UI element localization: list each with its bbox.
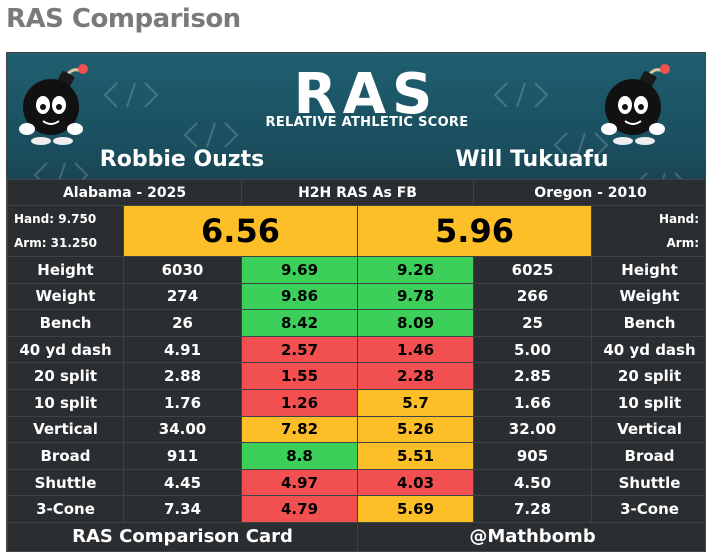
ras-wordmark: RAS	[294, 63, 439, 127]
metric-label-right: Height	[591, 256, 705, 284]
metric-label-left: 3-Cone	[7, 495, 124, 523]
metric-label-right: 3-Cone	[591, 495, 705, 523]
metric-label-right: Vertical	[591, 415, 705, 444]
metric-row: Vertical 34.00 7.82 5.26 32.00 Vertical	[7, 415, 705, 444]
metric-label-right: Shuttle	[591, 468, 705, 497]
right-raw-value: 25	[473, 309, 593, 337]
right-score-value: 5.69	[357, 495, 475, 523]
metric-label-left: 20 split	[7, 362, 124, 390]
footer-row: RAS Comparison Card @Mathbomb	[7, 521, 705, 551]
metric-row: 10 split 1.76 1.26 5.7 1.66 10 split	[7, 388, 705, 417]
metric-row: 40 yd dash 4.91 2.57 1.46 5.00 40 yd dash	[7, 335, 705, 364]
left-score-value: 2.57	[241, 335, 359, 364]
right-ras-score: 5.96	[357, 205, 593, 257]
left-measurements: Hand: 9.750 Arm: 31.250	[7, 205, 124, 257]
metric-row: 20 split 2.88 1.55 2.28 2.85 20 split	[7, 362, 705, 390]
metric-label-left: Broad	[7, 442, 124, 470]
ras-subtitle: RELATIVE ATHLETIC SCORE	[265, 115, 469, 130]
left-raw-value: 7.34	[122, 495, 243, 523]
left-raw-value: 2.88	[122, 362, 243, 390]
right-raw-value: 2.85	[473, 362, 593, 390]
right-score-value: 5.51	[357, 442, 475, 470]
right-score-value: 9.78	[357, 282, 475, 311]
metric-label-left: Height	[7, 256, 124, 284]
comparison-table: Alabama - 2025 H2H RAS As FB Oregon - 20…	[7, 179, 705, 551]
metric-label-right: 40 yd dash	[591, 335, 705, 364]
left-score-value: 1.26	[241, 388, 359, 417]
bomb-mascot-icon	[601, 64, 670, 145]
left-raw-value: 274	[122, 282, 243, 311]
left-raw-value: 26	[122, 309, 243, 337]
left-raw-value: 6030	[122, 256, 243, 284]
header-pattern	[33, 82, 689, 198]
left-score-value: 8.42	[241, 309, 359, 337]
left-raw-value: 911	[122, 442, 243, 470]
left-score-value: 8.8	[241, 442, 359, 470]
left-score-value: 4.97	[241, 468, 359, 497]
right-score-value: 1.46	[357, 335, 475, 364]
right-score-value: 2.28	[357, 362, 475, 390]
right-raw-value: 7.28	[473, 495, 593, 523]
right-raw-value: 6025	[473, 256, 593, 284]
left-score-value: 9.86	[241, 282, 359, 311]
info-row: Alabama - 2025 H2H RAS As FB Oregon - 20…	[7, 179, 705, 206]
bomb-mascot-icon	[19, 64, 88, 145]
metric-row: Weight 274 9.86 9.78 266 Weight	[7, 282, 705, 311]
page-title: RAS Comparison	[6, 4, 241, 34]
right-player-name: Will Tukuafu	[455, 147, 609, 172]
ras-comparison-card: RAS RELATIVE ATHLETIC SCORE Robbie Ouzts…	[6, 52, 706, 552]
left-player-name: Robbie Ouzts	[99, 147, 265, 172]
footer-left: RAS Comparison Card	[7, 521, 359, 551]
right-raw-value: 1.66	[473, 388, 593, 417]
left-raw-value: 1.76	[122, 388, 243, 417]
right-raw-value: 905	[473, 442, 593, 470]
metric-label-left: 10 split	[7, 388, 124, 417]
left-raw-value: 4.45	[122, 468, 243, 497]
score-row: Hand: 9.750 Arm: 31.250 6.56 5.96 Hand: …	[7, 205, 705, 257]
left-score-value: 1.55	[241, 362, 359, 390]
right-measurements: Hand: Arm:	[591, 205, 705, 257]
metric-row: Broad 911 8.8 5.51 905 Broad	[7, 442, 705, 470]
right-raw-value: 5.00	[473, 335, 593, 364]
metric-row: Shuttle 4.45 4.97 4.03 4.50 Shuttle	[7, 468, 705, 497]
left-hand: Hand: 9.750	[14, 212, 97, 226]
metric-label-right: Broad	[591, 442, 705, 470]
left-ras-score: 6.56	[122, 205, 359, 257]
metric-label-left: 40 yd dash	[7, 335, 124, 364]
left-school-year: Alabama - 2025	[7, 179, 243, 206]
left-raw-value: 34.00	[122, 415, 243, 444]
metric-row: 3-Cone 7.34 4.79 5.69 7.28 3-Cone	[7, 495, 705, 523]
right-raw-value: 4.50	[473, 468, 593, 497]
left-score-value: 9.69	[241, 256, 359, 284]
right-score-value: 8.09	[357, 309, 475, 337]
right-hand: Hand:	[658, 212, 700, 226]
right-score-value: 5.7	[357, 388, 475, 417]
right-score-value: 4.03	[357, 468, 475, 497]
left-score-value: 4.79	[241, 495, 359, 523]
right-score-value: 5.26	[357, 415, 475, 444]
metric-label-right: Bench	[591, 309, 705, 337]
footer-right: @Mathbomb	[357, 521, 705, 551]
metric-label-left: Bench	[7, 309, 124, 337]
left-arm: Arm: 31.250	[14, 236, 97, 250]
metric-label-left: Shuttle	[7, 468, 124, 497]
metric-label-left: Vertical	[7, 415, 124, 444]
right-score-value: 9.26	[357, 256, 475, 284]
metric-label-right: 20 split	[591, 362, 705, 390]
center-label: H2H RAS As FB	[241, 179, 475, 206]
ras-logo-icon: RAS	[294, 63, 439, 127]
right-school-year: Oregon - 2010	[473, 179, 705, 206]
metric-row: Bench 26 8.42 8.09 25 Bench	[7, 309, 705, 337]
metric-row: Height 6030 9.69 9.26 6025 Height	[7, 256, 705, 284]
metric-rows: Height 6030 9.69 9.26 6025 Height Weight 274 9.8…	[7, 256, 705, 523]
right-raw-value: 266	[473, 282, 593, 311]
right-arm: Arm:	[666, 236, 700, 250]
right-raw-value: 32.00	[473, 415, 593, 444]
left-score-value: 7.82	[241, 415, 359, 444]
metric-label-right: 10 split	[591, 388, 705, 417]
metric-label-right: Weight	[591, 282, 705, 311]
metric-label-left: Weight	[7, 282, 124, 311]
left-raw-value: 4.91	[122, 335, 243, 364]
